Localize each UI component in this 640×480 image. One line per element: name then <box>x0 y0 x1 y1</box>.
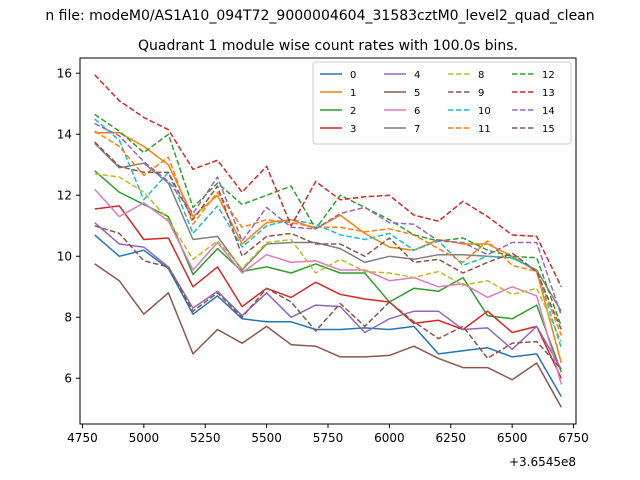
y-tick-label: 14 <box>57 127 72 141</box>
legend-label-0: 0 <box>350 70 356 81</box>
y-tick-label: 10 <box>57 249 72 263</box>
legend-label-6: 6 <box>414 106 420 117</box>
series-line-10 <box>94 118 563 349</box>
series-line-5 <box>94 263 562 408</box>
legend-label-5: 5 <box>414 88 420 99</box>
legend-label-12: 12 <box>542 70 555 81</box>
series-line-1 <box>94 131 563 364</box>
legend-label-7: 7 <box>414 124 420 135</box>
legend-label-8: 8 <box>478 70 484 81</box>
legend-label-15: 15 <box>542 124 555 135</box>
series-line-2 <box>94 170 563 373</box>
x-axis: 4750 5000 5250 5500 5750 6000 6250 6500 6750 <box>67 424 589 445</box>
legend-label-11: 11 <box>478 124 491 135</box>
x-offset-label: +3.6545e8 <box>509 455 576 469</box>
series-line-12 <box>94 113 563 327</box>
series-lines <box>94 74 563 408</box>
y-tick-label: 16 <box>57 66 72 80</box>
legend-label-2: 2 <box>350 106 356 117</box>
series-line-14 <box>94 122 563 316</box>
x-tick-label: 6750 <box>558 431 589 445</box>
y-tick-label: 12 <box>57 188 72 202</box>
x-tick-label: 5500 <box>251 431 282 445</box>
chart-suptitle: n file: modeM0/AS1A10_094T72_9000004604_… <box>45 8 594 24</box>
x-tick-label: 5750 <box>313 431 344 445</box>
legend-box <box>312 61 572 145</box>
series-line-7 <box>94 142 562 312</box>
y-tick-label: 8 <box>64 310 72 324</box>
series-line-13 <box>94 74 562 288</box>
chart-title: Quadrant 1 module wise count rates with … <box>138 38 518 54</box>
legend-label-13: 13 <box>542 88 555 99</box>
series-line-4 <box>94 222 562 370</box>
legend-label-10: 10 <box>478 106 491 117</box>
series-line-9 <box>94 225 562 370</box>
x-tick-label: 6250 <box>435 431 466 445</box>
y-axis: 6 8 10 12 14 16 <box>57 66 80 385</box>
legend-label-3: 3 <box>350 124 356 135</box>
series-line-6 <box>94 188 563 385</box>
legend-label-1: 1 <box>350 88 356 99</box>
series-line-0 <box>94 234 562 397</box>
x-tick-label: 6500 <box>497 431 528 445</box>
legend-label-9: 9 <box>478 88 484 99</box>
series-line-8 <box>94 173 562 342</box>
legend-label-4: 4 <box>414 70 420 81</box>
legend-label-14: 14 <box>542 106 555 117</box>
x-tick-label: 4750 <box>67 431 98 445</box>
series-line-15 <box>94 141 562 330</box>
x-tick-label: 5250 <box>190 431 221 445</box>
y-tick-label: 6 <box>64 371 72 385</box>
x-tick-label: 6000 <box>374 431 405 445</box>
series-line-11 <box>94 130 563 336</box>
x-tick-label: 5000 <box>129 431 160 445</box>
series-line-3 <box>94 205 562 379</box>
